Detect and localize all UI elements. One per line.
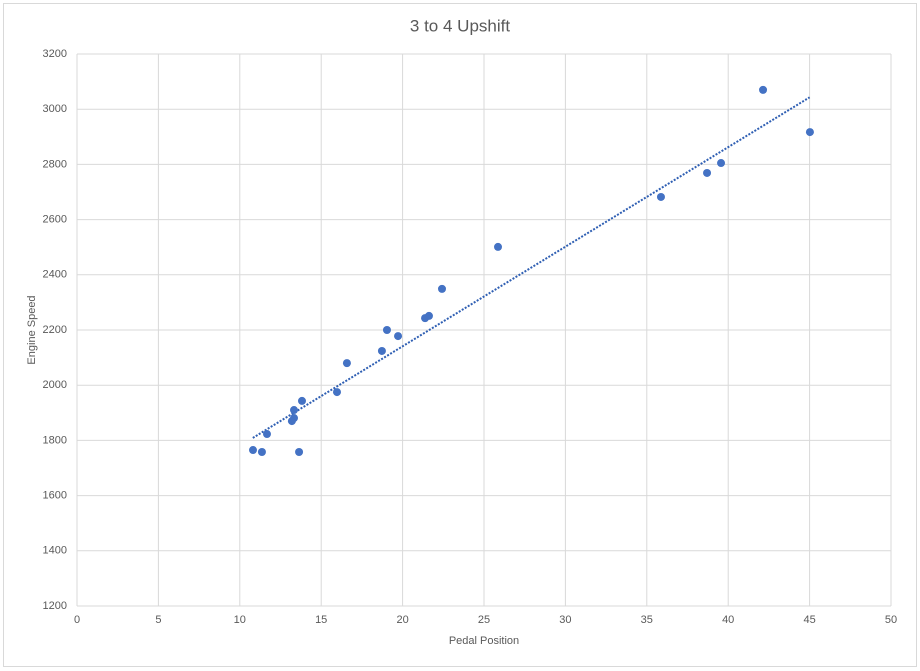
data-point [494, 242, 503, 251]
data-point [805, 128, 814, 137]
data-point [394, 332, 403, 341]
y-tick-label: 2600 [43, 214, 67, 226]
y-tick-label: 2400 [43, 269, 67, 281]
data-point [656, 192, 665, 201]
data-point [377, 346, 386, 355]
trendline [252, 96, 811, 439]
x-tick-label: 25 [478, 614, 490, 626]
data-point [382, 326, 391, 334]
data-point [248, 446, 257, 455]
x-tick-label: 15 [315, 614, 327, 626]
y-tick-label: 3200 [43, 48, 67, 60]
data-point [297, 396, 306, 405]
y-tick-label: 2000 [43, 379, 67, 391]
x-tick-label: 5 [155, 614, 161, 626]
y-tick-label: 1800 [43, 434, 67, 446]
x-tick-label: 10 [234, 614, 246, 626]
data-point [332, 388, 341, 397]
data-point [257, 447, 266, 456]
data-point [437, 284, 446, 293]
y-axis-label: Engine Speed [26, 295, 38, 364]
x-tick-label: 50 [885, 614, 897, 626]
chart-title: 3 to 4 Upshift [410, 16, 510, 35]
data-point [290, 414, 299, 423]
data-point [717, 159, 726, 168]
x-tick-label: 45 [803, 614, 815, 626]
y-tick-label: 1400 [43, 545, 67, 557]
data-point [342, 359, 351, 368]
y-tick-label: 1200 [43, 600, 67, 612]
y-tick-label: 1600 [43, 490, 67, 502]
y-tick-label: 3000 [43, 103, 67, 115]
x-axis-label: Pedal Position [449, 635, 519, 647]
chart-frame [3, 3, 917, 667]
data-point [290, 406, 299, 415]
x-tick-label: 35 [641, 614, 653, 626]
data-point [424, 311, 433, 320]
x-tick-label: 0 [74, 614, 80, 626]
data-point [759, 85, 768, 94]
x-tick-label: 30 [559, 614, 571, 626]
data-point [262, 430, 271, 439]
data-point [703, 168, 712, 177]
y-tick-label: 2800 [43, 158, 67, 170]
x-tick-label: 40 [722, 614, 734, 626]
y-tick-label: 2200 [43, 324, 67, 336]
data-point [295, 447, 304, 456]
x-tick-label: 20 [396, 614, 408, 626]
